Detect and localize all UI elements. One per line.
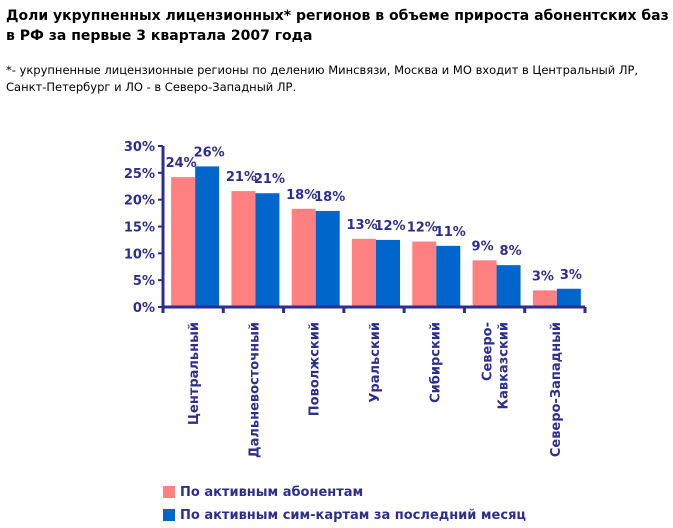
footnote: *- укрупненные лицензионные регионы по д…: [6, 63, 639, 94]
legend-label-series2: По активным сим-картам за последний меся…: [180, 507, 527, 523]
x-category-label: Кавказский: [497, 322, 512, 410]
bar-series2: [556, 288, 581, 307]
data-label: 18%: [314, 190, 345, 205]
data-label: 21%: [226, 170, 257, 185]
y-tick-label: 30%: [124, 140, 155, 155]
x-category-label: Северо-: [481, 322, 496, 381]
legend-swatch-series2: [163, 509, 175, 521]
legend-item-series2: По активным сим-картам за последний меся…: [163, 505, 526, 525]
data-label: 12%: [407, 221, 438, 236]
chart-title: Доли укрупненных лицензионных* регионов …: [6, 8, 669, 44]
bar-series2: [436, 245, 461, 307]
x-category-label: Поволжский: [308, 322, 323, 416]
data-label: 13%: [346, 218, 377, 233]
bar-series2: [255, 193, 280, 307]
bar-series1: [412, 241, 437, 307]
bar-series1: [231, 191, 256, 307]
data-label: 9%: [472, 239, 494, 254]
bar-series1: [291, 208, 316, 307]
data-label: 12%: [374, 219, 405, 234]
data-label: 11%: [435, 225, 466, 240]
x-category-label: Уральский: [368, 322, 383, 403]
bar-series2: [195, 166, 220, 307]
bar-series1: [171, 177, 196, 307]
legend-label-series1: По активным абонентам: [180, 484, 364, 500]
bar-series1: [532, 290, 557, 307]
y-tick-label: 20%: [124, 194, 155, 209]
x-category-label: Центральный: [187, 322, 202, 425]
bar-series2: [376, 239, 400, 307]
x-category-label: Сибирский: [428, 322, 443, 403]
y-tick-label: 0%: [133, 301, 155, 316]
data-label: 26%: [194, 145, 225, 160]
y-tick-label: 25%: [124, 167, 155, 182]
legend-item-series1: По активным абонентам: [163, 482, 526, 502]
data-label: 8%: [500, 244, 522, 259]
data-label: 18%: [286, 188, 317, 203]
data-label: 3%: [560, 268, 582, 283]
data-label: 24%: [166, 156, 197, 171]
y-tick-label: 15%: [124, 221, 155, 236]
bar-series1: [472, 260, 497, 307]
y-tick-label: 5%: [133, 274, 155, 289]
data-label: 3%: [532, 269, 554, 284]
bar-series1: [352, 238, 376, 307]
bar-series2: [496, 265, 521, 307]
legend: По активным абонентам По активным сим-ка…: [163, 482, 526, 528]
data-label: 21%: [254, 172, 285, 187]
legend-swatch-series1: [163, 486, 175, 498]
bar-chart: 24%21%18%13% 12%9%3%26%21%18%12% 11%8%3%0%…: [124, 140, 587, 458]
x-category-label: Северо-Западный: [549, 322, 564, 457]
y-tick-label: 10%: [124, 247, 155, 262]
x-category-label: Дальневосточный: [247, 322, 262, 458]
bar-series2: [315, 210, 340, 307]
